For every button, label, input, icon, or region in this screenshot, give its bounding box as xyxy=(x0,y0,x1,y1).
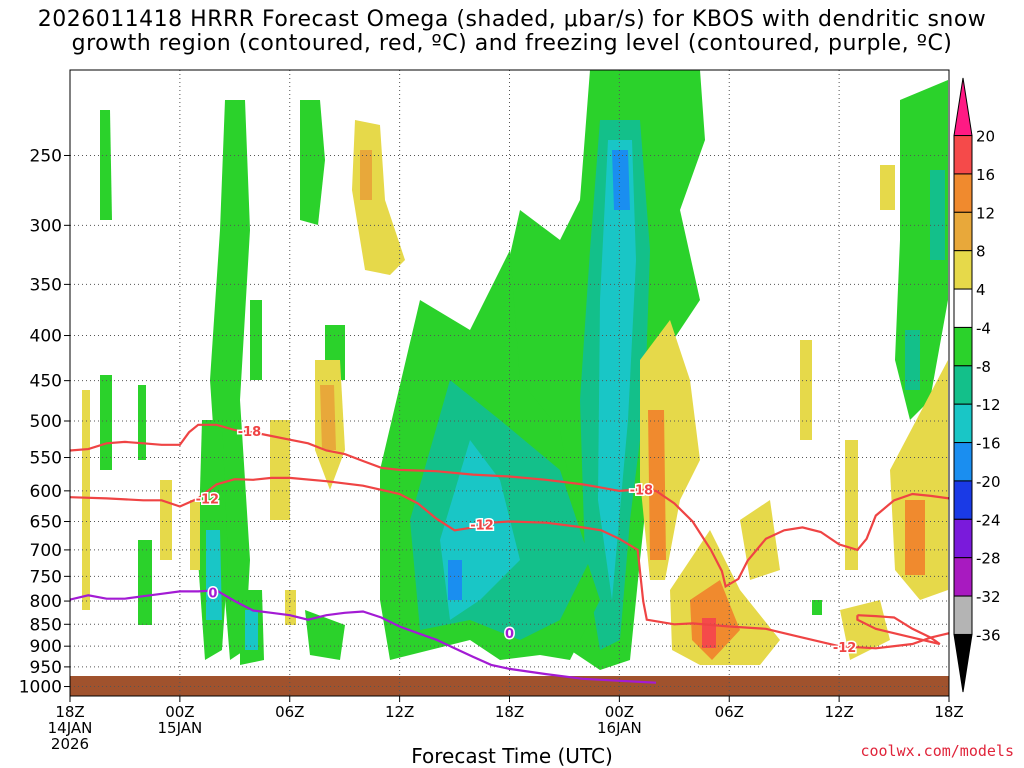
y-tick-label: 800 xyxy=(30,592,62,612)
colorbar-swatch xyxy=(953,633,973,693)
x-tick-label: 06Z xyxy=(715,703,744,721)
colorbar-label: 20 xyxy=(976,128,995,146)
x-tick-label: 16JAN xyxy=(597,719,642,737)
y-tick-label: 400 xyxy=(30,327,62,347)
colorbar-swatch xyxy=(953,365,973,405)
x-tick-label: 12Z xyxy=(824,703,853,721)
chart-title-line2: growth region (contoured, red, ºC) and f… xyxy=(71,31,953,56)
colorbar-label: -36 xyxy=(976,626,1001,644)
y-tick-label: 650 xyxy=(30,513,62,533)
y-tick-label: 300 xyxy=(30,216,62,236)
colorbar-label: -28 xyxy=(976,550,1001,568)
colorbar-label: 16 xyxy=(976,166,995,184)
colorbar-swatch xyxy=(953,480,973,520)
colorbar-swatch xyxy=(953,326,973,367)
x-axis-title: Forecast Time (UTC) xyxy=(411,744,613,768)
dendritic-contour-line xyxy=(70,423,949,589)
y-tick-label: 950 xyxy=(30,658,62,678)
y-tick-label: 900 xyxy=(30,637,62,657)
dendritic-contour-line xyxy=(70,476,949,650)
contour-labels: -18 -12 -18 -12 -12 0 0 xyxy=(194,423,858,657)
colorbar-label: -32 xyxy=(976,588,1001,606)
x-tick-label: 15JAN xyxy=(158,719,203,737)
colorbar-swatch xyxy=(953,250,973,290)
y-axis-ticks: 2503003504004505005506006507007508008509… xyxy=(19,146,70,698)
x-tick-label: 12Z xyxy=(385,703,414,721)
y-tick-label: 850 xyxy=(30,615,62,635)
colorbar-label: 8 xyxy=(976,243,986,261)
y-tick-label: 1000 xyxy=(19,678,62,698)
dendritic-contour-line xyxy=(856,614,941,646)
contour-label: 0 xyxy=(505,627,514,642)
contour-label: -18 xyxy=(238,425,262,440)
freezing-level-line xyxy=(70,589,657,684)
x-tick-label: 18Z xyxy=(934,703,963,721)
x-tick-label: 00Z xyxy=(605,703,634,721)
y-tick-label: 750 xyxy=(30,567,62,587)
y-tick-label: 500 xyxy=(30,412,62,432)
colorbar-label: 12 xyxy=(976,204,995,222)
credit-link[interactable]: coolwx.com/models xyxy=(860,742,1014,760)
y-tick-label: 350 xyxy=(30,275,62,295)
x-tick-label: 00Z xyxy=(165,703,194,721)
contour-label: -12 xyxy=(833,641,857,656)
chart-title-line1: 2026011418 HRRR Forecast Omega (shaded, … xyxy=(37,7,987,32)
colorbar-swatch xyxy=(953,557,973,597)
colorbar-swatch xyxy=(953,403,973,444)
colorbar-swatch xyxy=(953,211,973,252)
contour-label: -12 xyxy=(196,492,220,507)
y-tick-label: 700 xyxy=(30,541,62,561)
colorbar-label: -20 xyxy=(976,473,1001,491)
colorbar-swatch xyxy=(953,173,973,213)
colorbar-label: -4 xyxy=(976,319,991,337)
colorbar: 20 16 12 8 4 -4 -8 -12 -16 -20 -24 -28 -32 -36 xyxy=(953,77,1001,693)
x-tick-label: 14JAN xyxy=(48,719,93,737)
omega-shading xyxy=(82,70,948,670)
colorbar-swatch xyxy=(953,518,973,559)
colorbar-swatch xyxy=(953,135,973,175)
colorbar-label: -16 xyxy=(976,435,1001,453)
x-tick-label: 2026 xyxy=(51,735,89,753)
colorbar-label: 4 xyxy=(976,281,986,299)
contour-label: -12 xyxy=(470,518,494,533)
colorbar-swatch xyxy=(953,595,973,635)
colorbar-swatch xyxy=(953,288,973,328)
colorbar-swatch xyxy=(953,77,973,137)
y-tick-label: 600 xyxy=(30,482,62,502)
contour-lines xyxy=(70,423,949,684)
colorbar-label: -8 xyxy=(976,358,991,376)
colorbar-label: -12 xyxy=(976,396,1001,414)
colorbar-label: -24 xyxy=(976,511,1001,529)
contour-label: 0 xyxy=(208,586,217,601)
colorbar-swatch xyxy=(953,442,973,482)
contour-label: -18 xyxy=(630,484,654,499)
chart-title: 2026011418 HRRR Forecast Omega (shaded, … xyxy=(0,8,1024,56)
y-tick-label: 550 xyxy=(30,449,62,469)
y-tick-label: 450 xyxy=(30,372,62,392)
x-tick-label: 18Z xyxy=(495,703,524,721)
x-tick-label: 18Z xyxy=(55,703,84,721)
y-tick-label: 250 xyxy=(30,146,62,166)
x-tick-label: 06Z xyxy=(275,703,304,721)
